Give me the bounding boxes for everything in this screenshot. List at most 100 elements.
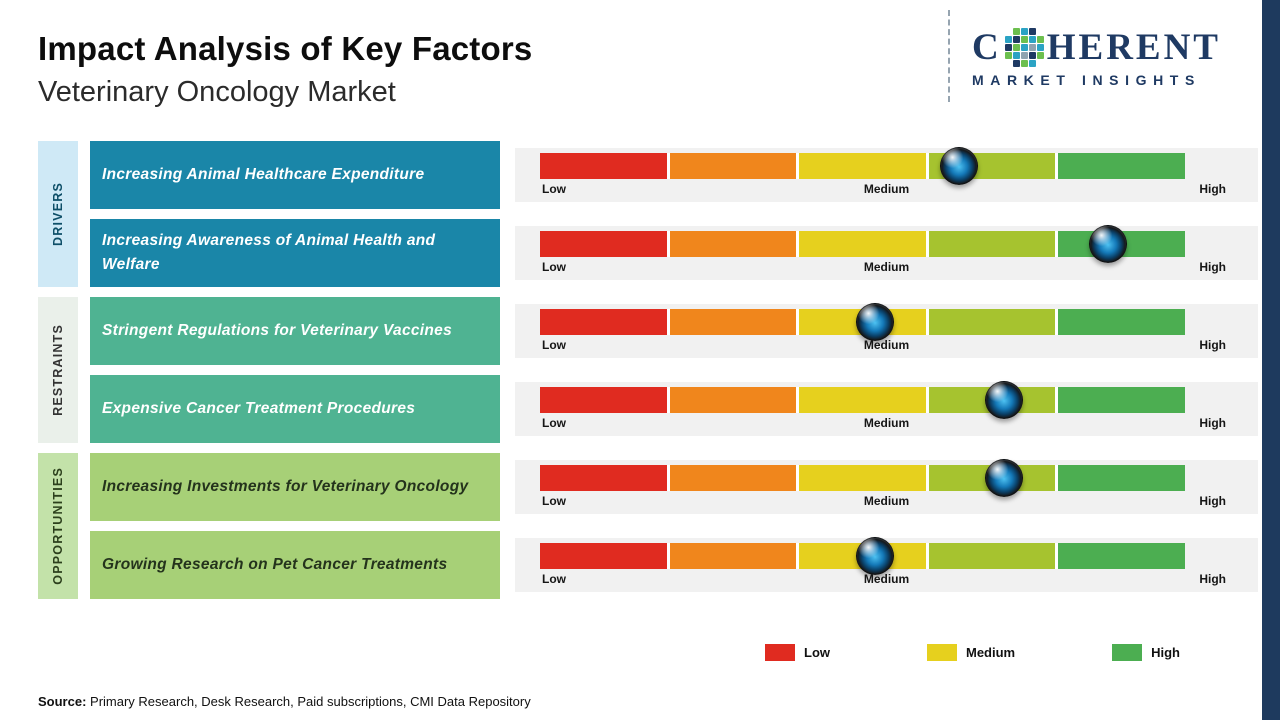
bar-segment (1058, 387, 1185, 413)
brand-wordmark: C HERENT (972, 28, 1258, 67)
page-title: Impact Analysis of Key Factors (38, 30, 533, 67)
group-rows: Stringent Regulations for Veterinary Vac… (90, 297, 1258, 443)
legend-item-low: Low (765, 644, 830, 661)
factor-label: Expensive Cancer Treatment Procedures (102, 399, 416, 417)
scale-label-medium: Medium (863, 416, 910, 430)
factor-label: Stringent Regulations for Veterinary Vac… (102, 321, 452, 339)
logo-mosaic-cell (1020, 36, 1028, 43)
factor-row: Expensive Cancer Treatment Procedures Lo… (90, 375, 1258, 443)
logo-mosaic-cell (1036, 44, 1044, 51)
scale-labels: Low Medium High (515, 494, 1258, 512)
factor-row: Growing Research on Pet Cancer Treatment… (90, 531, 1258, 599)
legend-swatch-medium (926, 644, 957, 661)
category-label-restraints: RESTRAINTS (38, 297, 78, 443)
impact-scale-bar (540, 225, 1185, 263)
bar-segment (669, 387, 797, 413)
header: Impact Analysis of Key Factors Veterinar… (38, 30, 532, 109)
scale-label-low: Low (542, 494, 566, 508)
factor-label: Increasing Animal Healthcare Expenditure (102, 165, 425, 183)
scale-label-low: Low (542, 416, 566, 430)
brand-logo: C HERENT MARKET INSIGHTS (972, 28, 1258, 88)
factor-label: Increasing Awareness of Animal Health an… (102, 231, 436, 273)
logo-mosaic-cell (1028, 60, 1036, 67)
scale-label-medium: Medium (863, 338, 910, 352)
logo-divider-line (948, 10, 950, 102)
scale-label-medium: Medium (863, 260, 910, 274)
scale-label-high: High (1199, 338, 1226, 352)
impact-bar-area: Low Medium High (515, 537, 1258, 592)
group-rows: Increasing Animal Healthcare Expenditure… (90, 141, 1258, 287)
impact-scale-bar (540, 459, 1185, 497)
category-label-text: OPPORTUNITIES (51, 467, 65, 585)
group-rows: Increasing Investments for Veterinary On… (90, 453, 1258, 599)
category-label-text: DRIVERS (51, 182, 65, 246)
bar-segment (1058, 153, 1185, 179)
scale-labels: Low Medium High (515, 260, 1258, 278)
bar-segment (928, 543, 1056, 569)
impact-bar-area: Low Medium High (515, 147, 1258, 202)
legend-label: Low (804, 645, 830, 660)
category-label-text: RESTRAINTS (51, 324, 65, 416)
impact-scale-bar (540, 303, 1185, 341)
factor-box: Growing Research on Pet Cancer Treatment… (90, 531, 500, 599)
logo-mosaic-cell (1020, 28, 1028, 35)
logo-mosaic-cell (1020, 60, 1028, 67)
impact-marker-icon (985, 381, 1024, 419)
logo-mosaic-cell (1012, 36, 1020, 43)
legend-item-high: High (1112, 644, 1180, 661)
factor-row: Increasing Animal Healthcare Expenditure… (90, 141, 1258, 209)
bar-segment (669, 309, 797, 335)
logo-mosaic-cell (1004, 52, 1012, 59)
scale-label-high: High (1199, 260, 1226, 274)
factor-box: Stringent Regulations for Veterinary Vac… (90, 297, 500, 365)
brand-tagline: MARKET INSIGHTS (972, 72, 1201, 88)
impact-analysis-chart: DRIVERS Increasing Animal Healthcare Exp… (38, 141, 1258, 599)
bar-segment (799, 465, 926, 491)
logo-mosaic-cell (1020, 52, 1028, 59)
source-label: Source: (38, 694, 87, 709)
bar-segment (799, 231, 926, 257)
factor-row: Increasing Investments for Veterinary On… (90, 453, 1258, 521)
bar-segment (669, 153, 797, 179)
scale-label-high: High (1199, 572, 1226, 586)
scale-label-high: High (1199, 416, 1226, 430)
brand-letter-c: C (972, 27, 1002, 68)
bar-segment (1058, 309, 1185, 335)
legend: Low Medium High (765, 644, 1180, 661)
scale-label-low: Low (542, 182, 566, 196)
legend-label: Medium (965, 645, 1016, 660)
bar-segment (799, 387, 926, 413)
bar-segment (928, 231, 1056, 257)
logo-mosaic-cell (1004, 36, 1012, 43)
scale-label-high: High (1199, 494, 1226, 508)
factor-row: Increasing Awareness of Animal Health an… (90, 219, 1258, 287)
impact-marker-icon (940, 147, 979, 185)
bar-segment (540, 387, 667, 413)
source-line: Source: Primary Research, Desk Research,… (38, 694, 531, 709)
bar-segment (669, 231, 797, 257)
factor-box: Increasing Awareness of Animal Health an… (90, 219, 500, 287)
group-restraints: RESTRAINTS Stringent Regulations for Vet… (38, 297, 1258, 443)
bar-segment (540, 153, 667, 179)
logo-mosaic-cell (1036, 52, 1044, 59)
legend-item-medium: Medium (926, 644, 1016, 661)
factor-box: Increasing Investments for Veterinary On… (90, 453, 500, 521)
logo-mosaic-cell (1012, 52, 1020, 59)
legend-label: High (1151, 645, 1180, 660)
logo-mosaic-cell (1020, 44, 1028, 51)
factor-box: Expensive Cancer Treatment Procedures (90, 375, 500, 443)
group-opportunities: OPPORTUNITIES Increasing Investments for… (38, 453, 1258, 599)
logo-mosaic-cell (1028, 52, 1036, 59)
scale-label-medium: Medium (863, 572, 910, 586)
logo-mosaic-cell (1012, 44, 1020, 51)
bar-segment (669, 543, 797, 569)
impact-scale-bar (540, 381, 1185, 419)
right-accent-strip (1262, 0, 1280, 720)
scale-label-low: Low (542, 260, 566, 274)
impact-marker-icon (856, 303, 895, 341)
scale-label-medium: Medium (863, 494, 910, 508)
bar-segment (540, 465, 667, 491)
factor-row: Stringent Regulations for Veterinary Vac… (90, 297, 1258, 365)
category-label-opportunities: OPPORTUNITIES (38, 453, 78, 599)
